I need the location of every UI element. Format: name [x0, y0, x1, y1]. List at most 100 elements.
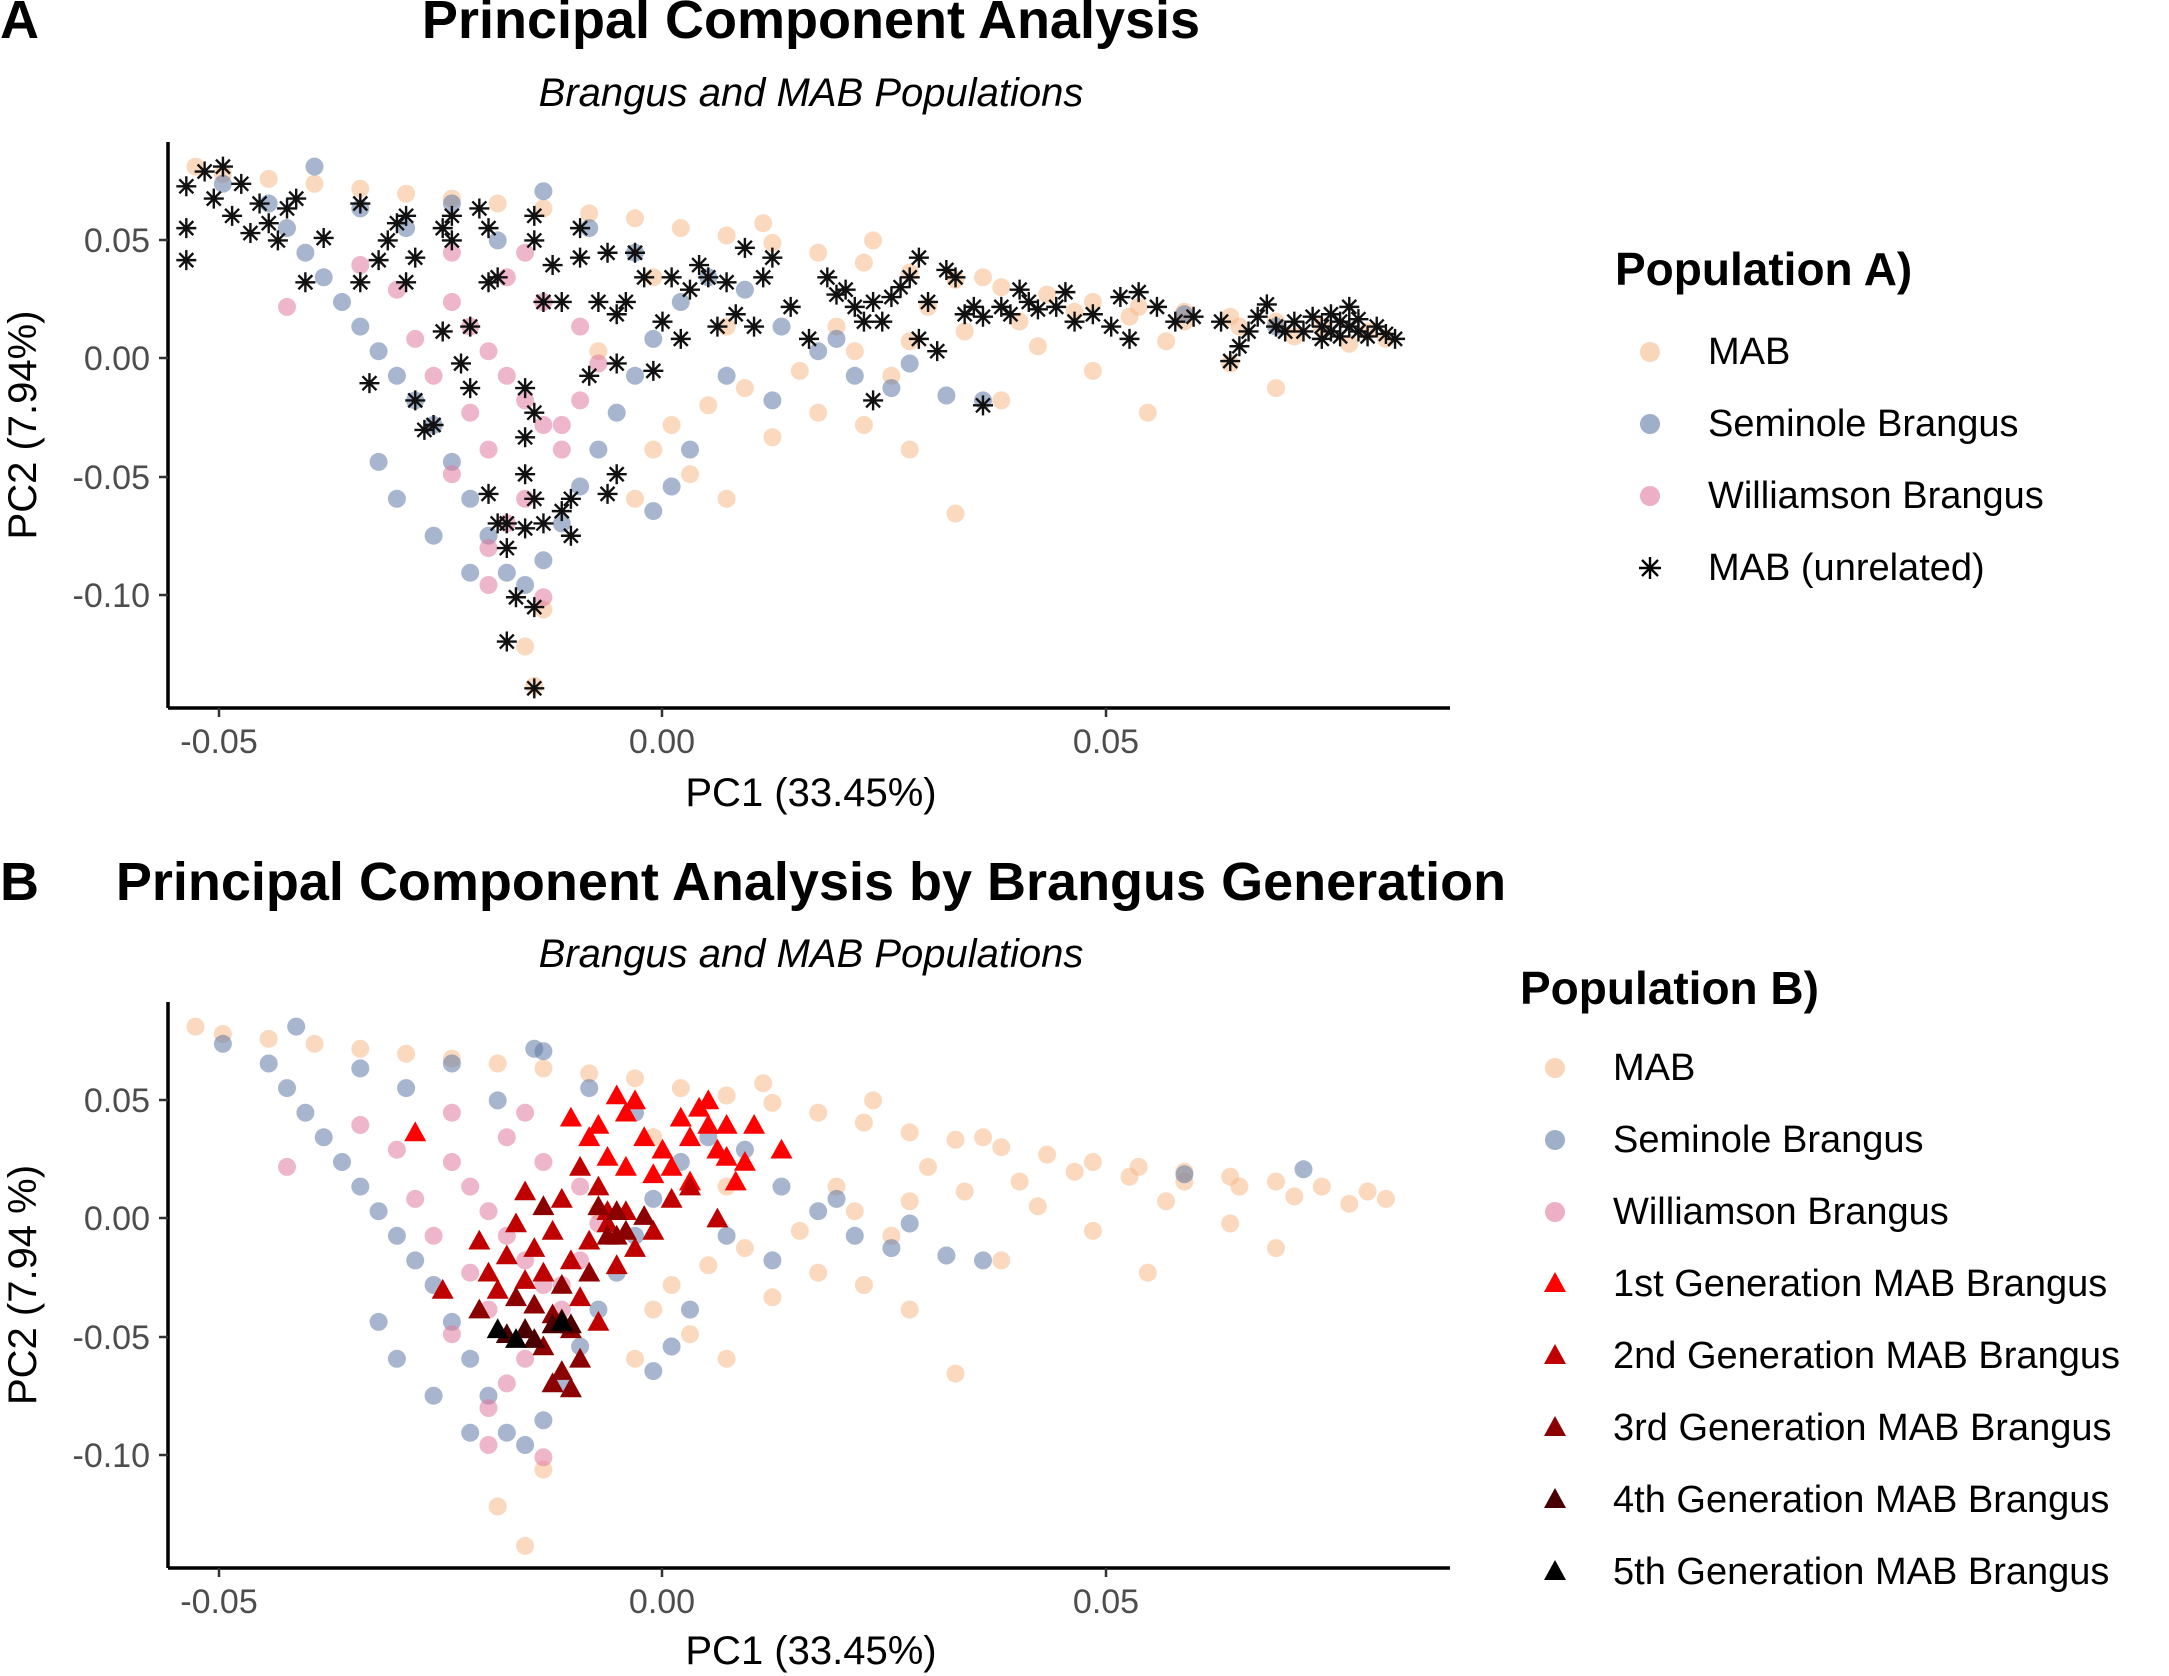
- panel-a-point-mab-unrelated: [945, 267, 966, 288]
- panel-b-point-2nd-generation-mab-brangus: [679, 1175, 701, 1196]
- panel-a-point-mab-unrelated: [725, 304, 746, 325]
- panel-a-point-mab-unrelated: [423, 415, 444, 435]
- legend-key-mab: [1640, 342, 1660, 362]
- legend-label-mab: MAB: [1613, 1047, 1695, 1089]
- panel-a-point-mab-unrelated: [954, 304, 975, 325]
- panel-b-point-2nd-generation-mab-brangus: [578, 1229, 601, 1250]
- panel-b-point-williamson-brangus: [442, 1325, 461, 1344]
- panel-a-point-mab-unrelated: [350, 272, 371, 293]
- panel-b-y-tick-label: 0.05: [84, 1082, 150, 1120]
- panel-b-point-seminole-brangus: [735, 1140, 754, 1159]
- panel-a-point-mab-unrelated: [396, 272, 417, 293]
- panel-a-point-seminole-brangus: [626, 366, 644, 385]
- panel-a-point-mab-unrelated: [1101, 316, 1122, 337]
- panel-a-point-mab-unrelated: [991, 296, 1012, 317]
- panel-b-point-mab: [699, 1256, 718, 1275]
- panel-a-point-mab-unrelated: [817, 267, 838, 288]
- panel-b-point-3rd-generation-mab-brangus: [633, 1205, 656, 1225]
- panel-a-point-mab-unrelated: [890, 277, 911, 298]
- panel-b-point-seminole-brangus: [644, 1362, 663, 1381]
- panel-a-point-mab-unrelated: [1247, 306, 1268, 327]
- panel-a-point-mab-unrelated: [368, 250, 389, 271]
- panel-a-point-mab-unrelated: [1311, 316, 1332, 337]
- panel-b-point-3rd-generation-mab-brangus: [569, 1347, 592, 1368]
- panel-a-point-mab: [644, 440, 663, 459]
- panel-b-title: Principal Component Analysis by Brangus …: [116, 852, 1506, 912]
- panel-b-point-seminole-brangus: [900, 1214, 919, 1233]
- panel-b-point-1st-generation-mab-brangus: [715, 1146, 738, 1166]
- panel-a-point-seminole-brangus: [387, 366, 406, 385]
- panel-a-points: [176, 156, 1406, 699]
- panel-a-point-mab-unrelated: [1064, 311, 1085, 332]
- panel-a-point-mab-unrelated: [936, 259, 957, 280]
- panel-a-point-mab-unrelated: [469, 198, 490, 219]
- panel-b-point-williamson-brangus: [442, 1103, 461, 1122]
- panel-b-point-1st-generation-mab-brangus: [651, 1138, 674, 1159]
- panel-a-point-mab: [681, 465, 699, 484]
- panel-a-point-seminole-brangus: [461, 563, 480, 582]
- panel-a-point-mab-unrelated: [231, 173, 252, 194]
- panel-a-point-seminole-brangus: [644, 329, 663, 348]
- legend-label-seminole-brangus: Seminole Brangus: [1613, 1119, 1924, 1161]
- panel-b-point-mab: [1028, 1197, 1047, 1216]
- panel-a-point-mab-unrelated: [240, 223, 261, 244]
- panel-a-point-mab-unrelated: [1330, 326, 1351, 347]
- panel-a-point-mab-unrelated: [451, 353, 472, 374]
- panel-b-y-tick-label: -0.05: [73, 1319, 151, 1357]
- panel-a-point-seminole-brangus: [809, 342, 828, 361]
- panel-b: B Principal Component Analysis by Brangu…: [0, 852, 2120, 1673]
- panel-b-point-2nd-generation-mab-brangus: [596, 1212, 619, 1233]
- panel-a-point-seminole-brangus: [314, 268, 333, 287]
- panel-a-point-mab: [790, 361, 809, 380]
- legend-key-seminole-brangus: [1545, 1130, 1565, 1150]
- panel-b-point-mab: [946, 1364, 965, 1383]
- panel-b-point-seminole-brangus: [534, 1411, 553, 1430]
- panel-a-point-mab-unrelated: [1385, 328, 1406, 349]
- legend-label-williamson-brangus: Williamson Brangus: [1708, 475, 2044, 517]
- panel-b-point-williamson-brangus: [461, 1263, 480, 1282]
- legend-key-mab-unrelated: [1639, 557, 1661, 579]
- panel-a-point-mab-unrelated: [1366, 316, 1387, 337]
- panel-b-point-seminole-brangus: [525, 1039, 544, 1058]
- panel-b-point-5th-generation-mab-brangus: [505, 1328, 527, 1348]
- panel-a-point-seminole-brangus: [671, 293, 690, 311]
- panel-b-point-williamson-brangus: [534, 1448, 553, 1467]
- panel-a-point-mab-unrelated: [1320, 321, 1341, 342]
- panel-a-point-seminole-brangus: [534, 182, 553, 201]
- panel-b-point-seminole-brangus: [488, 1091, 507, 1110]
- panel-b-point-2nd-generation-mab-brangus: [642, 1219, 665, 1240]
- panel-a-point-mab-unrelated: [972, 306, 993, 327]
- panel-b-point-3rd-generation-mab-brangus: [468, 1298, 491, 1319]
- panel-b-y-tick-label: -0.10: [73, 1437, 151, 1475]
- panel-a-point-mab-unrelated: [853, 311, 874, 332]
- panel-a-point-mab: [974, 268, 992, 287]
- panel-a-point-seminole-brangus: [772, 317, 791, 336]
- panel-a-point-mab-unrelated: [524, 205, 545, 226]
- panel-a-point-mab: [717, 489, 736, 508]
- panel-a-legend-title: Population A): [1615, 243, 1912, 295]
- panel-b-point-3rd-generation-mab-brangus: [541, 1372, 564, 1393]
- panel-a-point-mab-unrelated: [1119, 328, 1140, 349]
- panel-b-point-seminole-brangus: [937, 1246, 956, 1265]
- panel-a-point-seminole-brangus: [607, 403, 626, 422]
- panel-a-point-williamson-brangus: [552, 440, 571, 459]
- panel-a-point-mab: [580, 204, 599, 223]
- panel-a-point-mab: [1267, 379, 1285, 398]
- panel-a-point-mab-unrelated: [505, 587, 526, 608]
- legend-label-seminole-brangus: Seminole Brangus: [1708, 403, 2019, 445]
- panel-b-point-mab: [534, 1460, 553, 1479]
- panel-a-point-mab-unrelated: [478, 483, 499, 504]
- panel-a-point-mab-unrelated: [1339, 316, 1360, 337]
- panel-a-point-williamson-brangus: [571, 391, 590, 410]
- panel-b-point-seminole-brangus: [287, 1017, 306, 1036]
- panel-a: A Principal Component Analysis Brangus a…: [0, 0, 2044, 815]
- panel-a-point-mab-unrelated: [396, 205, 417, 226]
- legend-key-gen1: [1544, 1272, 1566, 1292]
- panel-b-point-seminole-brangus: [387, 1226, 406, 1245]
- panel-a-point-seminole-brangus: [516, 576, 535, 594]
- panel-b-point-seminole-brangus: [644, 1189, 663, 1208]
- panel-a-point-mab: [589, 342, 608, 361]
- panel-b-point-williamson-brangus: [351, 1116, 370, 1134]
- panel-b-point-mab: [827, 1177, 846, 1196]
- legend-label-mab: MAB: [1708, 331, 1790, 373]
